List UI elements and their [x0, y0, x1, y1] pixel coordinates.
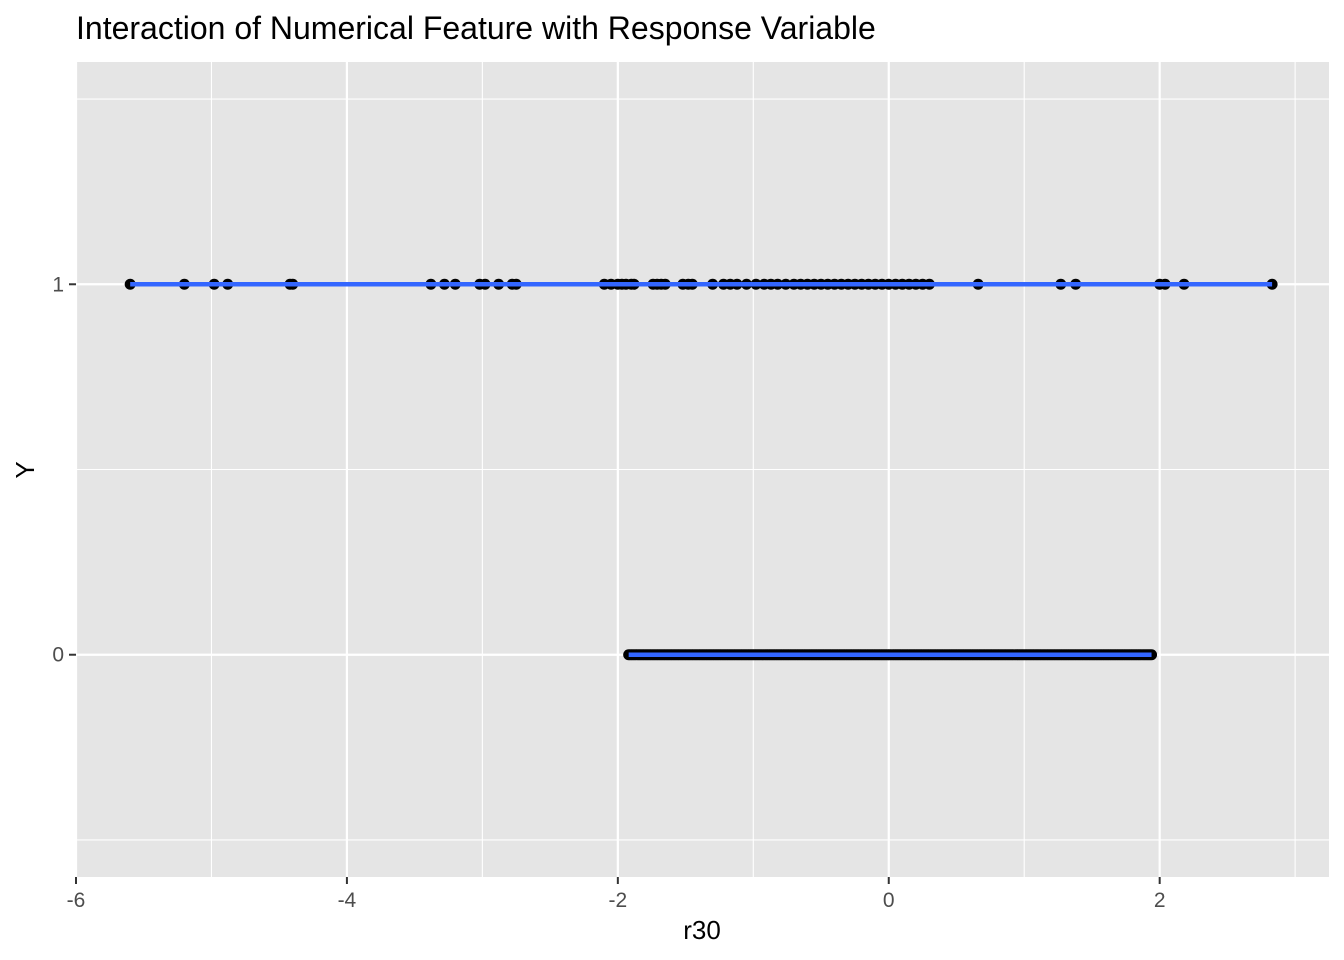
x-axis-title: r30 [683, 915, 721, 945]
x-tick-label: -4 [338, 889, 357, 912]
y-tick-label: 1 [52, 273, 64, 296]
chart-title: Interaction of Numerical Feature with Re… [76, 10, 876, 46]
x-tick-label: -6 [67, 889, 86, 912]
y-axis: 01 [52, 273, 76, 667]
y-axis-title: Y [10, 461, 40, 478]
x-tick-label: 0 [883, 889, 895, 912]
grid-minor [76, 62, 1329, 877]
x-tick-label: 2 [1154, 889, 1166, 912]
x-axis: -6 -4 -2 0 2 [67, 877, 1166, 912]
x-tick-label: -2 [608, 889, 627, 912]
fit-lines [130, 282, 1273, 657]
y-tick-label: 0 [52, 644, 64, 667]
